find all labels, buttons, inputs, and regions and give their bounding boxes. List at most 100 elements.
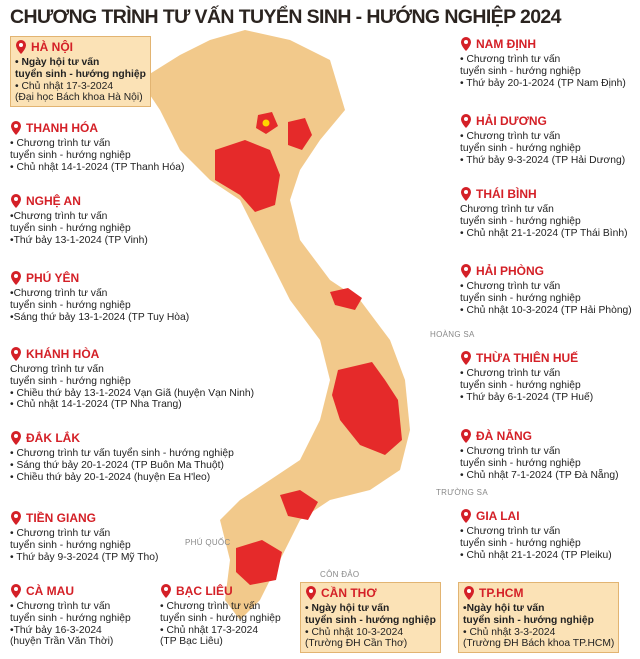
province-tien-giang — [280, 490, 318, 520]
location-line: tuyển sinh - hướng nghiệp — [10, 299, 131, 311]
location: ĐẮK LẮK • Chương trình tư vấn tuyển sinh … — [10, 430, 234, 483]
pin-icon — [161, 584, 171, 598]
pin-icon — [16, 40, 26, 54]
location-line: (Trường ĐH Bách khoa TP.HCM) — [463, 638, 615, 650]
location-name: THANH HÓA — [10, 120, 184, 136]
location-line: Chương trình tư vấn — [460, 204, 554, 215]
location-name-text: THANH HÓA — [26, 121, 98, 135]
province-delta — [288, 118, 312, 150]
location-name: THỪA THIÊN HUẾ — [460, 350, 593, 366]
location-name: ĐÀ NẴNG — [460, 428, 619, 444]
location: TP.HCM •Ngày hội tư vấn tuyển sinh - hướng… — [458, 582, 620, 654]
location-name: CẦN THƠ — [305, 585, 436, 601]
location-name-text: ĐẮK LẮK — [26, 431, 80, 445]
map-label: PHÚ QUỐC — [185, 538, 231, 547]
location-line: tuyển sinh - hướng nghiệp — [10, 149, 131, 161]
location-line: tuyển sinh - hướng nghiệp — [10, 222, 131, 234]
location: HẢI DƯƠNG • Chương trình tư vấn tuyển sinh… — [460, 113, 625, 166]
location-line: • Chương trình tư vấn — [460, 446, 561, 457]
province-hue — [330, 288, 362, 310]
location-line: • Chương trình tư vấn — [460, 131, 561, 142]
location-line: • Chiều thứ bảy 20-1-2024 (huyện Ea H'le… — [10, 471, 211, 483]
location-line: tuyển sinh - hướng nghiệp — [10, 612, 131, 624]
title: CHƯƠNG TRÌNH TƯ VẤN TUYỂN SINH - HƯỚNG N… — [10, 6, 562, 28]
location-line: • Chương trình tư vấn tuyển sinh - hướng… — [10, 448, 234, 459]
location: PHÚ YÊN •Chương trình tư vấn tuyển sinh - … — [10, 270, 189, 323]
location-name-text: NGHỆ AN — [26, 194, 81, 208]
location: KHÁNH HÒA Chương trình tư vấn tuyển sinh -… — [10, 346, 254, 411]
pin-icon — [461, 429, 471, 443]
location-line: tuyển sinh - hướng nghiệp — [460, 457, 581, 469]
location: CẦN THƠ • Ngày hội tư vấn tuyển sinh - hướ… — [300, 582, 441, 654]
location-line: • Chương trình tư vấn — [10, 601, 111, 612]
location-name-text: CÀ MAU — [26, 584, 74, 598]
location-line: • Thứ bảy 9-3-2024 (TP Mỹ Tho) — [10, 551, 159, 563]
location-name-text: HẢI PHÒNG — [476, 264, 545, 278]
location-line: • Chủ nhật 3-3-2024 — [463, 626, 556, 638]
location-line: • Chủ nhật 14-1-2024 (TP Thanh Hóa) — [10, 161, 185, 173]
capital-marker — [262, 119, 270, 127]
location-line: tuyển sinh - hướng nghiệp — [460, 379, 581, 391]
location-name-text: THÁI BÌNH — [476, 187, 537, 201]
location-line: •Chương trình tư vấn — [10, 288, 108, 299]
location-name-text: PHÚ YÊN — [26, 271, 80, 285]
location-name-text: BẠC LIÊU — [176, 584, 233, 598]
location: GIA LAI • Chương trình tư vấn tuyển sinh -… — [460, 508, 612, 561]
location-line: tuyển sinh - hướng nghiệp — [460, 215, 581, 227]
pin-icon — [11, 431, 21, 445]
location-line: tuyển sinh - hướng nghiệp — [460, 65, 581, 77]
location-line: Chương trình tư vấn — [10, 364, 104, 375]
location-name-text: TIỀN GIANG — [26, 511, 97, 525]
location-line: • Chủ nhật 21-1-2024 (TP Pleiku) — [460, 549, 612, 561]
location-line: (huyện Trần Văn Thời) — [10, 636, 114, 648]
location-line: tuyển sinh - hướng nghiệp — [463, 614, 594, 626]
pin-icon — [11, 121, 21, 135]
location-name-text: HÀ NỘI — [31, 40, 73, 54]
location: THANH HÓA • Chương trình tư vấn tuyển sinh… — [10, 120, 184, 173]
location-name: NGHỆ AN — [10, 193, 148, 209]
pin-icon — [11, 347, 21, 361]
location-line: • Thứ bảy 6-1-2024 (TP Huế) — [460, 391, 594, 403]
location-name-text: CẦN THƠ — [321, 586, 377, 600]
location-name: HẢI DƯƠNG — [460, 113, 625, 129]
province-highlands — [332, 362, 402, 455]
pin-icon — [11, 271, 21, 285]
location-name: CÀ MAU — [10, 583, 131, 599]
province-thanh-hoa — [215, 140, 280, 212]
location-name: TIỀN GIANG — [10, 510, 158, 526]
location-name: NAM ĐỊNH — [460, 36, 626, 52]
location-name-text: GIA LAI — [476, 509, 520, 523]
location-name-text: HẢI DƯƠNG — [476, 114, 547, 128]
pin-icon — [464, 586, 474, 600]
location-line: tuyển sinh - hướng nghiệp — [15, 68, 146, 80]
location: NGHỆ AN •Chương trình tư vấn tuyển sinh - … — [10, 193, 148, 246]
pin-icon — [461, 37, 471, 51]
location-name: KHÁNH HÒA — [10, 346, 254, 362]
location-line: • Ngày hội tư vấn — [15, 57, 100, 68]
location-name: PHÚ YÊN — [10, 270, 189, 286]
map-label: CÔN ĐẢO — [320, 570, 360, 579]
location: HÀ NỘI • Ngày hội tư vấn tuyển sinh - hướn… — [10, 36, 151, 108]
pin-icon — [461, 351, 471, 365]
pin-icon — [11, 511, 21, 525]
location-name-text: KHÁNH HÒA — [26, 347, 100, 361]
location: THỪA THIÊN HUẾ • Chương trình tư vấn tuyển… — [460, 350, 593, 403]
location-line: tuyển sinh - hướng nghiệp — [160, 612, 281, 624]
location: NAM ĐỊNH • Chương trình tư vấn tuyển sinh … — [460, 36, 626, 89]
location-line: •Sáng thứ bảy 13-1-2024 (TP Tuy Hòa) — [10, 311, 190, 323]
location-name-text: NAM ĐỊNH — [476, 37, 536, 51]
location: CÀ MAU • Chương trình tư vấn tuyển sinh - … — [10, 583, 131, 648]
location-line: • Chương trình tư vấn — [460, 368, 561, 379]
location-name: HÀ NỘI — [15, 39, 146, 55]
location-line: tuyển sinh - hướng nghiệp — [460, 142, 581, 154]
province-ca-mau — [236, 540, 282, 585]
pin-icon — [461, 264, 471, 278]
location-name-text: TP.HCM — [479, 586, 524, 600]
location-line: •Thứ bảy 13-1-2024 (TP Vinh) — [10, 234, 148, 246]
location-line: • Sáng thứ bảy 20-1-2024 (TP Buôn Ma Thu… — [10, 459, 224, 471]
location-line: • Ngày hội tư vấn — [305, 603, 390, 614]
location-line: tuyển sinh - hướng nghiệp — [460, 292, 581, 304]
location-line: • Chủ nhật 21-1-2024 (TP Thái Bình) — [460, 227, 628, 239]
